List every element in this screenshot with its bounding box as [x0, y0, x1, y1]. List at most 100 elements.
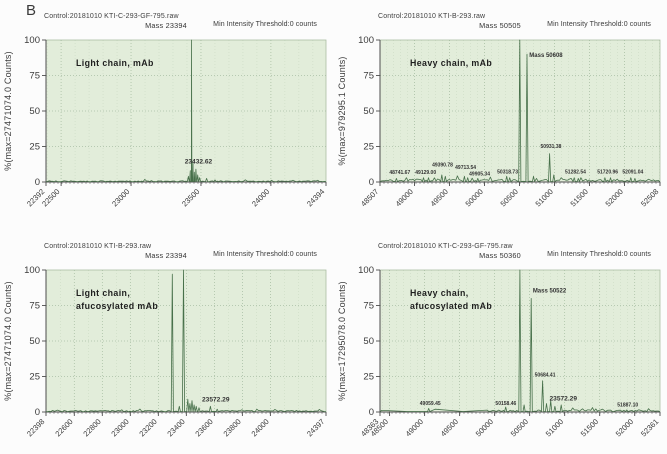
control-file-label: Control:20181010 KTI-C-293-GF-795.raw [44, 13, 179, 20]
y-axis-title: %(max=17295078.0 Counts) [337, 281, 347, 401]
mass-title: Mass 23394 [145, 21, 187, 30]
x-tick-label: 23500 [180, 187, 201, 208]
sample-label: afucosylated mAb [76, 301, 158, 311]
x-tick-label: 52508 [639, 187, 660, 208]
y-tick-label: 75 [29, 301, 40, 312]
x-tick-label: 51500 [579, 417, 600, 438]
spectrum-trace [45, 269, 327, 413]
y-tick-label: 0 [369, 177, 374, 188]
threshold-label: Min Intensity Threshold:0 counts [213, 251, 317, 258]
sample-label: afucosylated mAb [410, 301, 492, 311]
y-tick-label: 25 [363, 372, 374, 383]
control-file-label: Control:20181010 KTI-C-293-GF-795.raw [378, 243, 513, 250]
mass-title: Mass 50360 [479, 251, 521, 260]
y-tick-label: 0 [35, 177, 40, 188]
y-axis-title: %(max=27471074.0 Counts) [3, 51, 13, 171]
peak-label: 50158.46 [495, 401, 516, 407]
sample-label: Heavy chain, [410, 288, 469, 298]
y-tick-label: 100 [358, 265, 374, 276]
y-tick-label: 100 [24, 35, 40, 46]
peak-label: 50931.38 [541, 144, 562, 150]
threshold-label: Min Intensity Threshold:0 counts [213, 21, 317, 28]
y-tick-label: 50 [363, 336, 374, 347]
x-tick-label: 52361 [639, 417, 660, 438]
peak-label: Mass 50522 [533, 289, 567, 295]
y-tick-label: 100 [358, 35, 374, 46]
sample-label: Light chain, [76, 288, 130, 298]
y-tick-label: 75 [29, 71, 40, 82]
spectrum-trace [379, 39, 661, 183]
x-tick-label: 23000 [110, 187, 131, 208]
peak-label: 48741.67 [389, 170, 410, 176]
plot-area [45, 39, 327, 183]
y-tick-label: 25 [29, 142, 40, 153]
peak-label: 51720.96 [597, 169, 618, 175]
peak-label: 52091.04 [622, 169, 643, 175]
x-tick-label: 51500 [569, 187, 590, 208]
peak-label: 50684.41 [535, 373, 556, 379]
peak-label: 51887.10 [617, 402, 638, 408]
x-tick-label: 51000 [544, 417, 565, 438]
peak-label: 23432.62 [185, 159, 213, 166]
peak-label: 49059.45 [420, 401, 441, 407]
y-tick-label: 75 [363, 301, 374, 312]
peak-label: 23572.29 [202, 396, 230, 403]
sample-label: Light chain, mAb [76, 58, 154, 68]
x-tick-label: 22800 [81, 417, 102, 438]
control-file-label: Control:20181010 KTI-B-293.raw [44, 243, 152, 250]
x-tick-label: 22398 [25, 417, 46, 438]
y-tick-label: 50 [29, 336, 40, 347]
x-tick-label: 52000 [604, 187, 625, 208]
peak-label: 49713.54 [455, 165, 476, 171]
spectrum-chart-heavy-chain-afucosylated-mab: 0 25 50 75 100 48363 48500 49000 49500 50000 50500… [334, 262, 667, 454]
spectrum-chart-light-chain-afucosylated-mab: 0 25 50 75 100 22398 22600 22800 23000 23200 23400… [0, 262, 333, 454]
x-tick-label: 51000 [534, 187, 555, 208]
panel-heavy-chain-mab: Control:20181010 KTI-B-293.raw Mass 5050… [334, 12, 667, 224]
x-tick-label: 23200 [137, 417, 158, 438]
x-tick-label: 49000 [404, 417, 425, 438]
x-tick-label: 49500 [429, 187, 450, 208]
x-tick-label: 50500 [499, 187, 520, 208]
panel-heavy-chain-afucosylated-mab: Control:20181010 KTI-C-293-GF-795.raw Ma… [334, 242, 667, 454]
spectrum-trace [45, 39, 327, 183]
y-tick-label: 25 [29, 372, 40, 383]
x-tick-label: 23000 [109, 417, 130, 438]
threshold-label: Min Intensity Threshold:0 counts [547, 251, 651, 258]
y-tick-label: 100 [24, 265, 40, 276]
x-tick-label: 48507 [359, 187, 380, 208]
peak-label: 50318.73 [497, 169, 518, 175]
peak-label: 51282.54 [565, 169, 586, 175]
spectrum-trace [379, 269, 661, 413]
y-tick-label: 75 [363, 71, 374, 82]
x-tick-label: 23400 [165, 417, 186, 438]
y-tick-label: 0 [369, 407, 374, 418]
x-tick-label: 23800 [221, 417, 242, 438]
sample-label: Heavy chain, mAb [410, 58, 492, 68]
x-tick-label: 22600 [53, 417, 74, 438]
peak-label: 23572.29 [550, 396, 578, 403]
x-tick-label: 24000 [250, 187, 271, 208]
y-tick-label: 0 [35, 407, 40, 418]
peak-label: 49905.34 [469, 172, 490, 178]
panel-light-chain-afucosylated-mab: Control:20181010 KTI-B-293.raw Mass 2339… [0, 242, 333, 454]
x-tick-label: 49500 [439, 417, 460, 438]
x-tick-label: 22500 [40, 187, 61, 208]
panel-light-chain-mab: Control:20181010 KTI-C-293-GF-795.raw Ma… [0, 12, 333, 224]
mass-title: Mass 23394 [145, 251, 187, 260]
x-tick-label: 50000 [464, 187, 485, 208]
x-tick-label: 24394 [305, 187, 326, 208]
y-axis-title: %(max=979295.1 Counts) [337, 56, 347, 165]
y-tick-label: 50 [363, 106, 374, 117]
x-tick-label: 23600 [193, 417, 214, 438]
x-tick-label: 24000 [250, 417, 271, 438]
peak-label: 49390.78 [432, 162, 453, 168]
figure-label: B [26, 2, 37, 19]
control-file-label: Control:20181010 KTI-B-293.raw [378, 13, 486, 20]
x-tick-label: 52000 [614, 417, 635, 438]
x-tick-label: 24397 [305, 417, 326, 438]
plot-area [45, 269, 327, 413]
y-tick-label: 50 [29, 106, 40, 117]
y-axis-title: %(max=27471074.0 Counts) [3, 281, 13, 401]
peak-label: Mass 50608 [529, 53, 563, 59]
spectrum-chart-light-chain-mab: 0 25 50 75 100 22392 22500 23000 23500 24000 24394… [0, 32, 333, 224]
